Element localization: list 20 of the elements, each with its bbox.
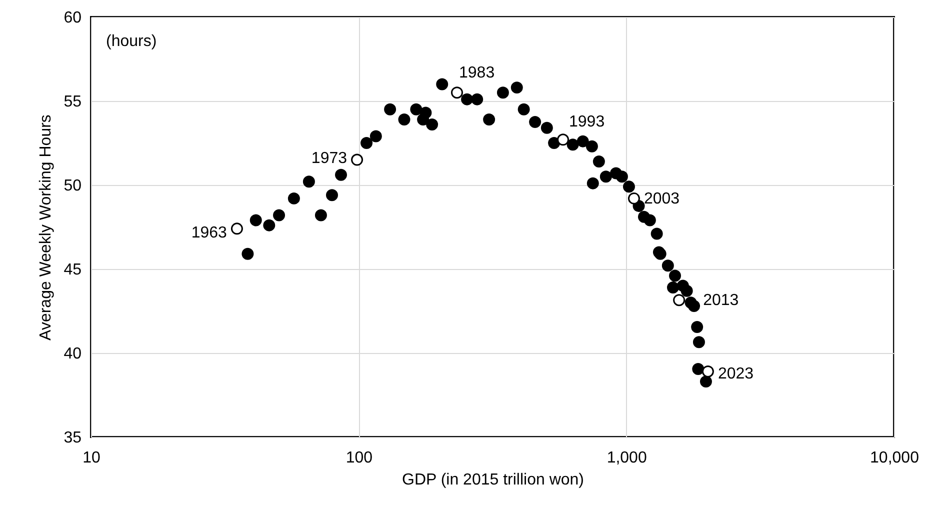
annotation: 2013: [703, 292, 739, 310]
y-tick-label: 60: [64, 10, 82, 26]
y-tick-label: 55: [64, 94, 82, 110]
annotation: 2023: [718, 365, 754, 382]
annotation: 1973: [311, 150, 348, 167]
y-tick-label: 40: [64, 346, 82, 362]
x-axis-title: GDP (in 2015 trillion won): [402, 472, 584, 488]
annotation: (hours): [106, 33, 157, 50]
annotation: 1993: [569, 114, 605, 131]
y-tick-label: 50: [64, 178, 82, 194]
annotation: 1963: [191, 224, 228, 242]
x-tick-label: 100: [346, 450, 373, 466]
x-tick-label: 10: [82, 450, 100, 466]
x-tick-label: 10,000: [870, 450, 920, 466]
x-tick-label: 1,000: [606, 450, 647, 466]
y-axis-title: Average Weekly Working Hours: [38, 114, 55, 340]
y-tick-label: 45: [64, 262, 82, 278]
annotation: 2003: [644, 190, 680, 208]
annotation: 1983: [458, 64, 495, 82]
y-tick-label: 35: [64, 430, 82, 446]
